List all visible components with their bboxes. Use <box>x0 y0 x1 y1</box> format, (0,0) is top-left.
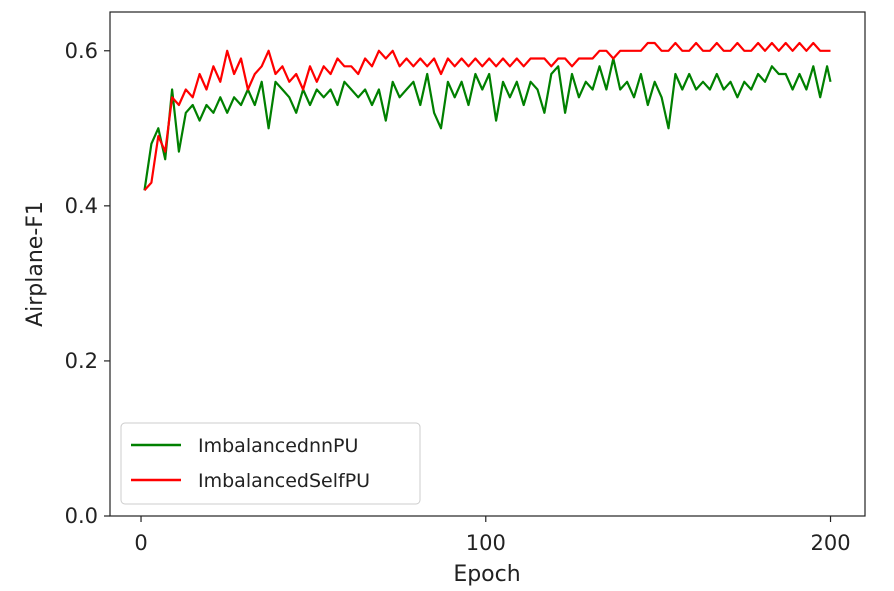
series-line-imbalancedselfpu <box>143 41 831 192</box>
series-layer <box>143 41 832 192</box>
legend-label-imbalancednnpu: ImbalancednnPU <box>198 435 358 457</box>
x-tick-label: 100 <box>466 531 506 555</box>
y-tick-label: 0.0 <box>65 504 98 528</box>
x-tick-label: 200 <box>810 531 850 555</box>
y-tick-label: 0.6 <box>65 39 98 63</box>
legend-box <box>120 422 421 505</box>
legend-label-imbalancedselfpu: ImbalancedSelfPU <box>198 470 370 492</box>
y-tick-label: 0.2 <box>65 349 98 373</box>
x-tick-label: 0 <box>134 531 147 555</box>
x-axis: 0 100 200 <box>134 516 851 555</box>
y-axis-label: Airplane-F1 <box>23 201 48 327</box>
y-axis: 0.0 0.2 0.4 0.6 <box>65 39 110 528</box>
y-tick-label: 0.4 <box>65 194 98 218</box>
plot-frame <box>109 11 866 517</box>
x-axis-label: Epoch <box>453 562 520 587</box>
legend: ImbalancednnPU ImbalancedSelfPU <box>120 422 421 505</box>
series-line-imbalancednnpu <box>143 57 832 191</box>
